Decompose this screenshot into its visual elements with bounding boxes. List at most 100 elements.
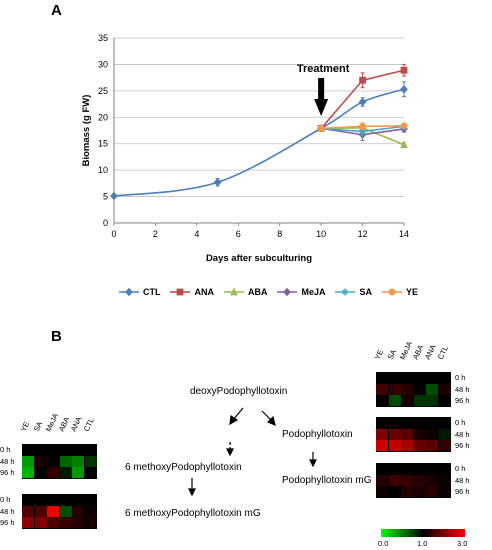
- x-tick-label: 0: [111, 229, 116, 239]
- chart-legend: CTL ANA ABA MeJA SA YE: [118, 287, 418, 297]
- heatmap-cell: [47, 517, 59, 528]
- heatmap-row-label: 0 h: [0, 445, 11, 454]
- y-tick-label: 0: [103, 218, 108, 228]
- legend-item-ye: YE: [381, 287, 418, 297]
- heatmap-cell: [401, 383, 413, 395]
- scale-label-max: 3.0: [457, 539, 468, 548]
- panel-label-b: B: [51, 328, 62, 345]
- heatmap-cell: [376, 372, 388, 383]
- point-aba: [400, 140, 408, 149]
- heatmap-cell: [72, 444, 84, 455]
- heatmap-cell: [59, 444, 72, 455]
- heatmap-cell: [22, 444, 34, 455]
- heatmap-cell: [388, 486, 401, 497]
- arrowhead: [309, 459, 317, 468]
- heatmap-row-label: 0 h: [455, 464, 466, 473]
- heatmap-cell: [401, 417, 413, 428]
- legend-swatch: [223, 287, 244, 296]
- heatmap-cell: [413, 440, 426, 451]
- panel-label-a: A: [51, 2, 62, 19]
- y-tick-label: 10: [98, 165, 108, 175]
- y-tick-label: 30: [98, 59, 108, 69]
- label-podophyllotoxin-mg: Podophyllotoxin mG: [282, 475, 372, 486]
- heatmap-cell: [59, 494, 72, 505]
- heatmap-row-label: 0 h: [455, 373, 466, 382]
- legend-swatch: [119, 287, 139, 297]
- x-tick-label: 14: [399, 229, 409, 239]
- arrowhead: [229, 414, 239, 426]
- legend-marker: [388, 288, 396, 296]
- x-tick-label: 12: [358, 229, 368, 239]
- point-ana: [359, 76, 366, 84]
- legend-label: CTL: [143, 287, 161, 297]
- scale-label-mid: 1.0: [417, 539, 428, 548]
- heatmap-cell: [376, 486, 388, 497]
- point-ye: [359, 122, 366, 130]
- legend-label: YE: [405, 287, 418, 297]
- heatmap-cell: [413, 463, 426, 474]
- heatmap-cell: [47, 505, 59, 517]
- legend-marker: [177, 288, 184, 296]
- legend-label: ABA: [247, 287, 268, 297]
- arrowhead: [188, 488, 196, 497]
- legend-swatch: [381, 288, 402, 296]
- legend-marker: [125, 287, 133, 297]
- y-tick-label: 15: [98, 139, 108, 149]
- heatmap-cell: [413, 383, 426, 395]
- point-ctl: [110, 191, 118, 201]
- point-ctl: [400, 85, 408, 94]
- heatmap-cell: [22, 455, 34, 467]
- heatmap-cell: [376, 417, 388, 428]
- heatmap-right-podo: [376, 417, 451, 452]
- heatmap-cell: [34, 467, 47, 478]
- heatmap-cell: [72, 494, 84, 505]
- heatmap-cell: [438, 395, 451, 406]
- heatmap-cell: [72, 505, 84, 517]
- heatmap-cell: [376, 395, 388, 406]
- treatment-arrow-head: [314, 99, 329, 116]
- x-axis-title: Days after subculturing: [206, 253, 312, 264]
- legend-item-ana: ANA: [169, 287, 214, 297]
- heatmap-cell: [34, 517, 47, 528]
- heatmap-cell: [22, 494, 34, 505]
- heatmap-cell: [84, 444, 97, 455]
- heatmap-row-label: 48 h: [0, 506, 15, 516]
- heatmap-cell: [22, 505, 34, 517]
- heatmap-cell: [426, 486, 438, 497]
- arrowhead: [226, 448, 234, 457]
- heatmap-cell: [413, 486, 426, 497]
- heatmap-cell: [47, 467, 59, 478]
- y-tick-label: 25: [98, 86, 108, 96]
- heatmap-row-label: 96 h: [0, 518, 15, 527]
- x-tick-label: 10: [316, 229, 326, 239]
- heatmap-cell: [59, 467, 72, 478]
- heatmap-cell: [84, 505, 97, 517]
- heatmap-left-6methoxy: [22, 444, 97, 479]
- heatmap-cell: [426, 463, 438, 474]
- heatmap-row-label: 96 h: [455, 487, 470, 496]
- heatmap-row-label: 0 h: [455, 418, 466, 427]
- heatmap-row-label: 48 h: [455, 384, 470, 394]
- heatmap-cell: [426, 372, 438, 383]
- heatmap-cell: [438, 383, 451, 395]
- treatment-annotation: Treatment: [297, 63, 350, 75]
- heatmap-cell: [438, 372, 451, 383]
- heatmap-cell: [438, 486, 451, 497]
- heatmap-cell: [388, 463, 401, 474]
- heatmap-cell: [22, 467, 34, 478]
- x-tick-label: 2: [153, 229, 158, 239]
- y-tick-label: 35: [98, 33, 108, 43]
- heatmap-cell: [59, 455, 72, 467]
- color-scale-bar: [381, 529, 465, 537]
- x-tick-label: 8: [277, 229, 282, 239]
- heatmap-cell: [376, 383, 388, 395]
- heatmap-cell: [84, 517, 97, 528]
- legend-item-sa: SA: [334, 287, 372, 297]
- heatmap-row-label: 96 h: [0, 468, 15, 477]
- series-line-ctl: [113, 88, 405, 197]
- heatmap-cell: [413, 428, 426, 440]
- legend-label: MeJA: [301, 287, 326, 297]
- x-tick-label: 6: [236, 229, 241, 239]
- heatmap-cell: [376, 440, 388, 451]
